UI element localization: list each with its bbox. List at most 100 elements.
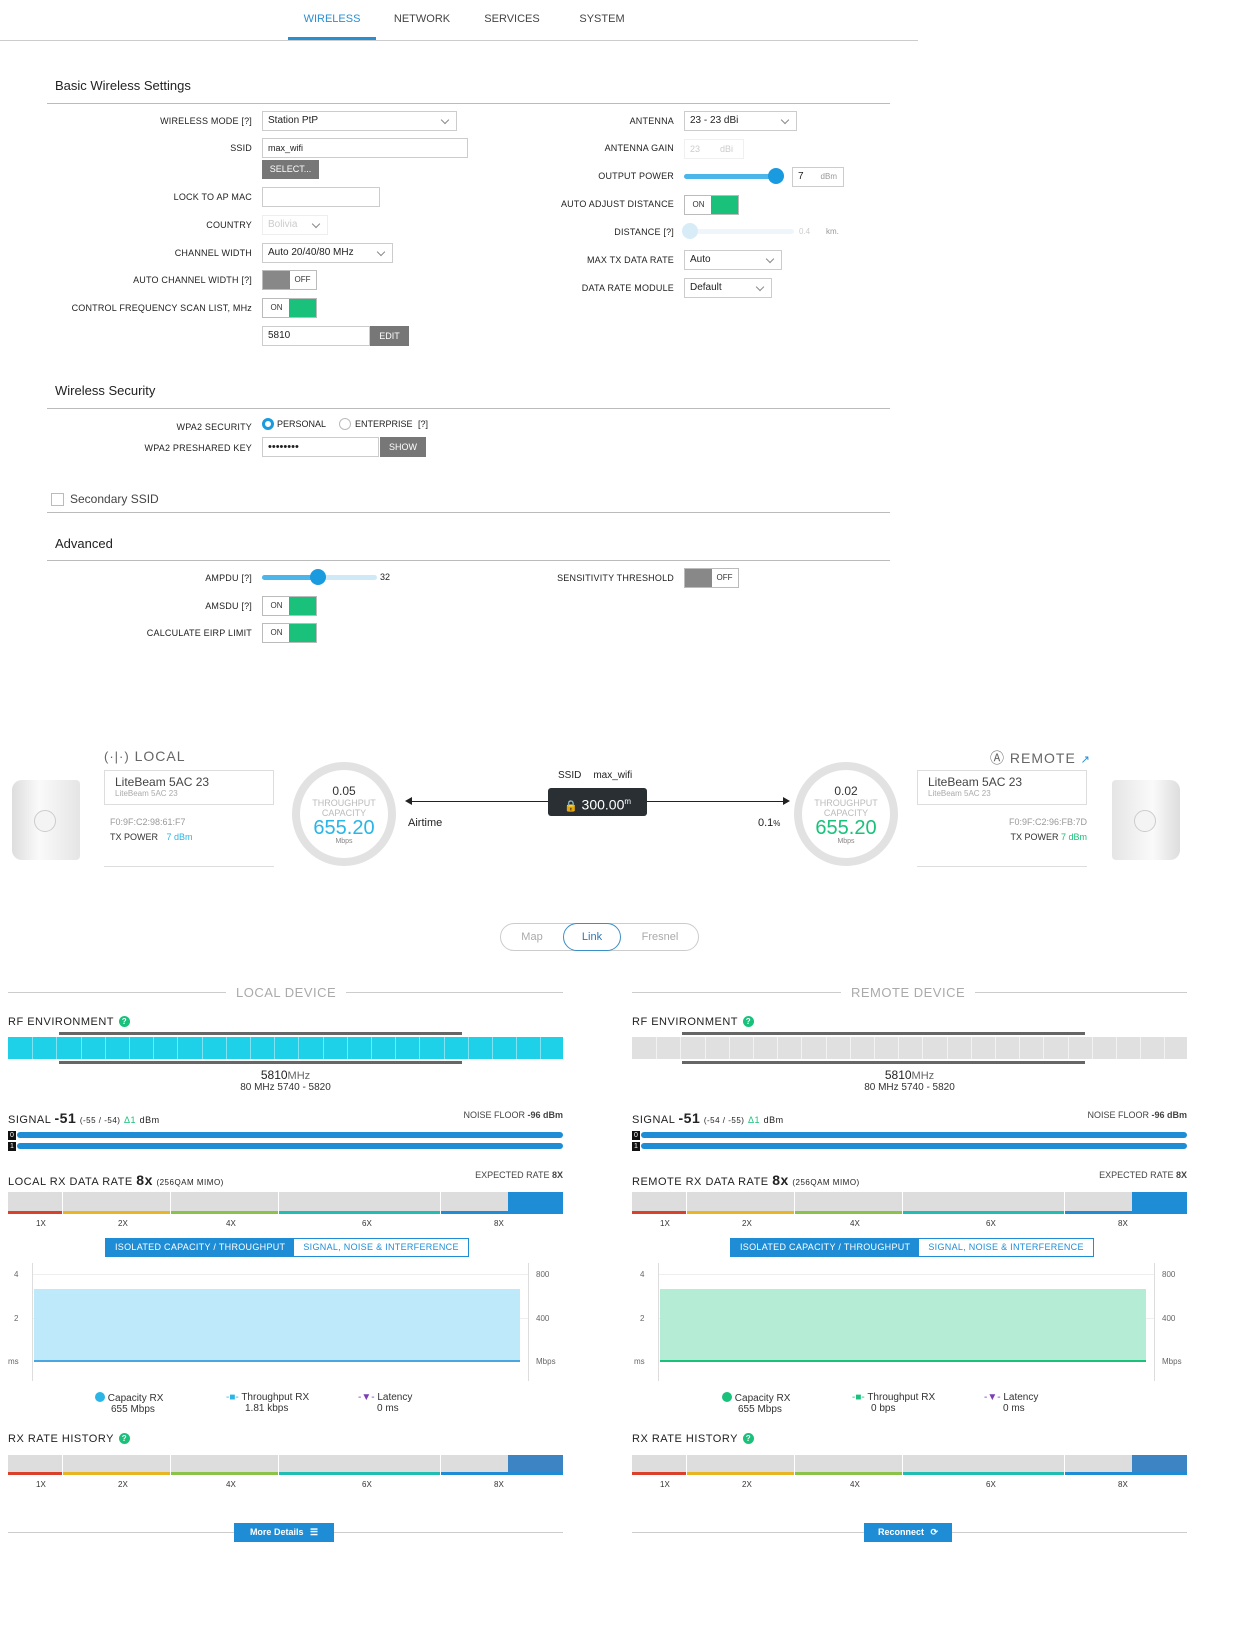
ssid-input[interactable]: max_wifi bbox=[262, 138, 468, 158]
tab-network[interactable]: NETWORK bbox=[393, 13, 451, 25]
remote-grid-top bbox=[658, 1274, 1154, 1275]
spectrum-divider bbox=[56, 1037, 58, 1059]
spectrum-divider bbox=[825, 1037, 827, 1059]
help-icon[interactable]: ? bbox=[119, 1016, 130, 1027]
help-icon[interactable]: ? bbox=[118, 1433, 130, 1444]
radio-enterprise[interactable] bbox=[339, 418, 351, 430]
remote-noise-floor: NOISE FLOOR -96 dBm bbox=[1087, 1110, 1187, 1120]
remote-capacity-circle: 0.02 THROUGHPUT CAPACITY 655.20 Mbps bbox=[794, 762, 898, 866]
local-y-left-top: 4 bbox=[14, 1270, 19, 1279]
sensitivity-threshold-toggle[interactable]: OFF bbox=[684, 568, 739, 588]
rate-tick-label: 6X bbox=[986, 1480, 996, 1489]
external-link-icon[interactable]: ↗ bbox=[1080, 754, 1091, 766]
view-tab-link[interactable]: Link bbox=[563, 923, 621, 951]
remote-y-right-mid: 400 bbox=[1162, 1314, 1176, 1323]
rate-segment bbox=[1064, 1211, 1187, 1214]
more-details-button[interactable]: More Details ☰ bbox=[234, 1523, 334, 1542]
view-tab-map[interactable]: Map bbox=[521, 931, 543, 943]
tab-system[interactable]: SYSTEM bbox=[579, 13, 625, 25]
rate-tick-label: 1X bbox=[36, 1480, 46, 1489]
output-power-slider[interactable] bbox=[684, 168, 784, 184]
tab-services[interactable]: SERVICES bbox=[484, 13, 540, 25]
rate-tick-label: 6X bbox=[362, 1480, 372, 1489]
ampdu-slider[interactable] bbox=[262, 569, 377, 585]
lock-ap-mac-input[interactable] bbox=[262, 187, 380, 207]
rate-segment bbox=[62, 1211, 170, 1214]
remote-signal-label: SIGNAL -51 (-54 / -55) Δ1 dBm bbox=[632, 1110, 784, 1126]
help-icon[interactable]: ? bbox=[743, 1016, 754, 1027]
frequency-list-input[interactable]: 5810 bbox=[262, 326, 370, 346]
local-freq: 5810MHz bbox=[260, 1068, 311, 1082]
rate-tick-label: 1X bbox=[660, 1219, 670, 1228]
remote-legend-latency: -▼- Latency 0 ms bbox=[984, 1392, 1039, 1414]
remote-rf-bracket-top bbox=[682, 1032, 1085, 1035]
channel-width-select[interactable]: Auto 20/40/80 MHz bbox=[262, 243, 393, 263]
max-tx-rate-select[interactable]: Auto bbox=[684, 250, 782, 270]
local-throughput-line bbox=[34, 1360, 520, 1362]
edit-frequency-button[interactable]: EDIT bbox=[370, 326, 409, 346]
remote-device-image bbox=[1112, 780, 1180, 860]
rate-tick-label: 2X bbox=[742, 1480, 752, 1489]
link-ssid: SSID max_wifi bbox=[558, 770, 633, 781]
local-freq-range: 80 MHz 5740 - 5820 bbox=[240, 1082, 331, 1093]
amsdu-toggle[interactable]: ON bbox=[262, 596, 317, 616]
calculate-eirp-label: CALCULATE EIRP LIMIT bbox=[146, 628, 252, 638]
remote-freq-range: 80 MHz 5740 - 5820 bbox=[864, 1082, 955, 1093]
preshared-key-input[interactable]: •••••••• bbox=[262, 437, 379, 457]
reconnect-button[interactable]: Reconnect ⟳ bbox=[864, 1523, 952, 1542]
select-ssid-button[interactable]: SELECT... bbox=[262, 160, 319, 179]
remote-legend-capacity: Capacity RX 655 Mbps bbox=[722, 1392, 790, 1415]
tab-signal-noise[interactable]: SIGNAL, NOISE & INTERFERENCE bbox=[928, 1242, 1084, 1252]
tab-capacity-throughput[interactable]: ISOLATED CAPACITY / THROUGHPUT bbox=[106, 1239, 295, 1256]
control-frequency-toggle[interactable]: ON bbox=[262, 298, 317, 318]
distance-slider-knob bbox=[681, 223, 698, 239]
spectrum-divider bbox=[680, 1037, 682, 1059]
remote-y-axis-left bbox=[658, 1263, 659, 1381]
arrow-left-icon bbox=[405, 797, 412, 805]
data-rate-module-select[interactable]: Default bbox=[684, 278, 772, 298]
ampdu-slider-knob[interactable] bbox=[310, 569, 327, 585]
control-frequency-label: CONTROL FREQUENCY SCAN LIST, MHz bbox=[71, 303, 252, 313]
rate-divider bbox=[1064, 1455, 1065, 1475]
local-legend-latency: -▼- Latency 0 ms bbox=[358, 1392, 413, 1414]
help-icon[interactable]: ? bbox=[742, 1433, 754, 1444]
auto-channel-width-toggle[interactable]: OFF bbox=[262, 270, 317, 290]
local-rx-rate-label: LOCAL RX DATA RATE 8x (256QAM MIMO) bbox=[8, 1172, 224, 1188]
calculate-eirp-toggle[interactable]: ON bbox=[262, 623, 317, 643]
antenna-select[interactable]: 23 - 23 dBi bbox=[684, 111, 797, 131]
distance-unit: km. bbox=[826, 227, 839, 236]
rate-divider bbox=[1064, 1192, 1065, 1214]
spectrum-divider bbox=[177, 1037, 179, 1059]
local-rf-bracket-top bbox=[59, 1032, 462, 1035]
rate-segment bbox=[632, 1211, 686, 1214]
tab-wireless[interactable]: WIRELESS bbox=[288, 0, 376, 40]
section-divider bbox=[47, 512, 890, 513]
radio-personal[interactable] bbox=[262, 418, 274, 430]
ssid-label: SSID bbox=[230, 143, 252, 153]
auto-adjust-distance-toggle[interactable]: ON bbox=[684, 195, 739, 215]
chain-1-icon: 1 bbox=[8, 1142, 16, 1151]
local-rate-ticks: 1X 2X 4X 6X 8X bbox=[8, 1219, 563, 1229]
output-power-slider-knob[interactable] bbox=[768, 168, 784, 184]
enterprise-help[interactable]: [?] bbox=[418, 419, 429, 429]
refresh-icon: ⟳ bbox=[930, 1527, 939, 1537]
rate-tick-label: 8X bbox=[494, 1480, 504, 1489]
spectrum-divider bbox=[995, 1037, 996, 1059]
local-tx-power: TX POWER 7 dBm bbox=[110, 832, 193, 842]
view-tab-fresnel[interactable]: Fresnel bbox=[641, 931, 679, 943]
tab-signal-noise[interactable]: SIGNAL, NOISE & INTERFERENCE bbox=[303, 1242, 459, 1252]
distance-slider bbox=[681, 223, 794, 239]
remote-rx-history-label: RX RATE HISTORY? bbox=[632, 1433, 754, 1445]
rate-segment bbox=[686, 1211, 794, 1214]
rate-tick-label: 4X bbox=[850, 1219, 860, 1228]
tab-capacity-throughput[interactable]: ISOLATED CAPACITY / THROUGHPUT bbox=[731, 1239, 920, 1256]
ampdu-value: 32 bbox=[380, 572, 391, 582]
output-power-input[interactable]: 7 dBm bbox=[792, 167, 844, 187]
wireless-mode-select[interactable]: Station PtP bbox=[262, 111, 457, 131]
current-rate-marker bbox=[508, 1192, 563, 1211]
show-key-button[interactable]: SHOW bbox=[380, 437, 426, 457]
local-y-axis-right bbox=[528, 1263, 529, 1381]
secondary-ssid-checkbox[interactable] bbox=[51, 493, 64, 506]
legend-triangle-icon: -▼- bbox=[358, 1392, 375, 1403]
remote-divider bbox=[917, 866, 1087, 867]
